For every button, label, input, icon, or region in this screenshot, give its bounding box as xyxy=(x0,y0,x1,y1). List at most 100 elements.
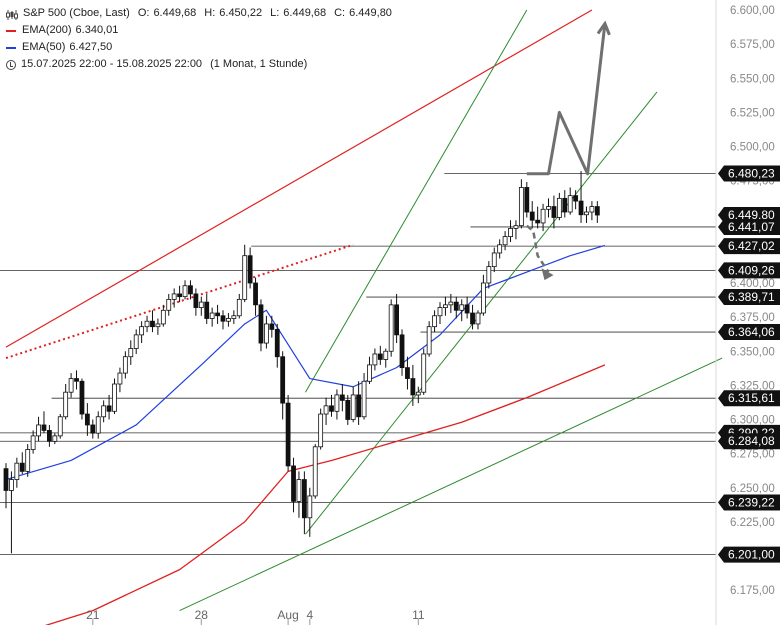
candle-body xyxy=(90,424,96,434)
x-axis[interactable]: 21 28 Aug 4 11 xyxy=(86,608,425,625)
candle-body xyxy=(177,293,183,298)
candle-body xyxy=(312,446,318,497)
candle xyxy=(323,397,329,425)
y-tick-label: 6.275,00 xyxy=(730,449,775,461)
candle xyxy=(274,323,280,368)
moving-averages xyxy=(5,244,606,625)
candle-body xyxy=(361,380,367,418)
candle-body xyxy=(263,323,269,344)
candle-body xyxy=(502,236,508,246)
candle xyxy=(52,433,58,445)
candle-body xyxy=(518,187,524,227)
y-tick-label: 6.350,00 xyxy=(730,346,775,358)
candle xyxy=(215,304,220,324)
candle xyxy=(459,299,465,322)
candle-body xyxy=(155,323,161,328)
candle-body xyxy=(52,435,58,442)
ema200-label: EMA(200) xyxy=(22,24,72,36)
candle xyxy=(280,351,286,420)
candle xyxy=(367,356,372,385)
y-tick-label: 6.400,00 xyxy=(730,278,775,290)
candle xyxy=(491,247,497,273)
candle-body xyxy=(524,187,530,213)
candle xyxy=(356,381,362,425)
ema200-row: EMA(200) 6.340,01 xyxy=(6,22,392,39)
candle-body xyxy=(112,383,117,412)
candle-body xyxy=(529,211,535,221)
y-tick-label: 6.375,00 xyxy=(730,312,775,324)
candle-body xyxy=(443,304,448,308)
candle xyxy=(188,280,193,300)
price-tag: 6.441,07 xyxy=(718,218,780,235)
candle xyxy=(426,321,432,357)
price-tag-bg xyxy=(718,390,780,407)
candle-body xyxy=(160,309,166,325)
candle-body xyxy=(188,285,193,295)
candle-body xyxy=(144,320,150,328)
arrow-up-head xyxy=(596,20,611,36)
candle-body xyxy=(101,405,107,418)
candle-body xyxy=(84,413,90,426)
candle-body xyxy=(36,424,41,437)
candle-body xyxy=(350,394,356,420)
y-axis[interactable]: 6.600,00 6.575,00 6.550,00 6.525,00 6.500,00… xyxy=(715,0,775,625)
x-tick-label: Aug xyxy=(277,608,298,622)
candle xyxy=(263,315,269,349)
candle xyxy=(182,280,188,300)
candle-body xyxy=(421,353,427,393)
ema50-row: EMA(50) 6.427,50 xyxy=(6,39,392,56)
low-value: 6.449,68 xyxy=(283,7,327,19)
candle-body xyxy=(95,416,101,434)
candle-body xyxy=(448,301,454,306)
candle-body xyxy=(405,367,410,379)
ema50-label: EMA(50) xyxy=(22,41,66,53)
candle xyxy=(14,457,20,488)
candle xyxy=(112,378,117,415)
candle xyxy=(79,378,85,420)
candle-body xyxy=(486,266,492,284)
candle xyxy=(546,198,551,218)
candle xyxy=(312,444,318,499)
candle-body xyxy=(193,293,199,308)
candle xyxy=(486,261,492,289)
candle xyxy=(421,348,427,395)
candle-body xyxy=(122,356,128,374)
low-label: L: xyxy=(270,7,280,19)
candle xyxy=(63,384,69,420)
candle xyxy=(144,315,150,333)
candle-body xyxy=(464,304,470,314)
candle xyxy=(9,471,14,554)
candle-body xyxy=(410,378,416,396)
trendlines xyxy=(5,9,723,612)
candle xyxy=(453,296,459,319)
candle xyxy=(540,203,546,232)
candle xyxy=(74,370,79,390)
candle-body xyxy=(133,334,139,349)
price-tag-bg xyxy=(718,546,780,563)
candle xyxy=(589,201,595,221)
candle-body xyxy=(226,318,231,322)
candle-body xyxy=(242,255,248,300)
candle xyxy=(285,394,291,472)
range-row: 15.07.2025 22:00 - 15.08.2025 22:00 (1 M… xyxy=(6,56,392,73)
candle-body xyxy=(437,307,443,317)
candle xyxy=(84,403,90,436)
candle xyxy=(258,299,264,352)
chart-legend: S&P 500 (Cboe, Last) O: 6.449,68 H: 6.450,… xyxy=(6,5,392,73)
candles xyxy=(3,171,600,554)
candle-body xyxy=(150,320,155,328)
candle-body xyxy=(166,298,172,311)
candle xyxy=(415,386,421,404)
candle-body xyxy=(394,304,400,336)
candle xyxy=(95,411,101,439)
candle xyxy=(437,302,443,324)
price-tag-bg xyxy=(718,324,780,341)
candle-body xyxy=(57,416,63,437)
y-tick-label: 6.500,00 xyxy=(730,142,775,154)
interval-label: (1 Monat, 1 Stunde) xyxy=(210,58,308,70)
candle xyxy=(198,296,204,316)
candle xyxy=(388,299,394,357)
price-tag: 6.409,26 xyxy=(718,262,780,279)
x-tick-label: 4 xyxy=(306,608,313,622)
